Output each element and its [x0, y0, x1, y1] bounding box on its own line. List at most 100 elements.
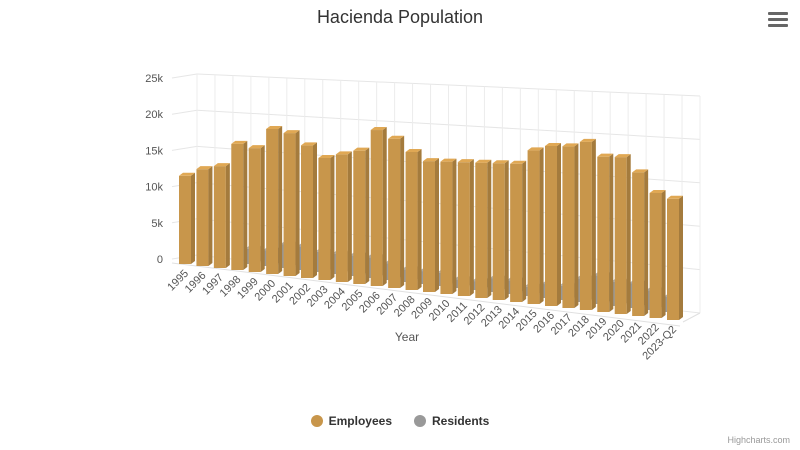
bar-employees-2019[interactable]: [597, 153, 614, 312]
y-axis-labels: 0 5k 10k 15k 20k 25k: [145, 73, 163, 266]
bar-employees-2015[interactable]: [527, 147, 544, 304]
legend-swatch-residents: [414, 415, 426, 427]
credits-link[interactable]: Highcharts.com: [727, 435, 790, 445]
bar-employees-2023-Q2[interactable]: [667, 195, 683, 320]
bar-employees-2009[interactable]: [423, 158, 439, 292]
bar-employees-1998[interactable]: [231, 140, 248, 270]
bar-side-face: [644, 169, 649, 316]
chart-title: Hacienda Population: [316, 7, 484, 27]
bar-side-face: [330, 154, 335, 280]
bar-top-face: [510, 160, 527, 164]
bar-front-face: [353, 150, 366, 284]
bar-employees-1995[interactable]: [179, 172, 195, 264]
bar-employees-2018[interactable]: [579, 138, 596, 310]
bars-layer: [179, 125, 683, 320]
bar-top-face: [179, 172, 195, 176]
bar-top-face: [579, 138, 596, 142]
bar-side-face: [435, 158, 439, 292]
bar-front-face: [405, 151, 418, 290]
bar-side-face: [487, 159, 492, 298]
bar-employees-2004[interactable]: [335, 151, 352, 282]
hamburger-menu-icon[interactable]: [768, 12, 788, 30]
bar-employees-2010[interactable]: [440, 158, 457, 294]
bar-side-face: [382, 127, 387, 286]
bar-front-face: [231, 143, 244, 270]
bar-employees-2020[interactable]: [614, 154, 631, 314]
bar-front-face: [423, 161, 435, 292]
bar-top-face: [597, 153, 614, 157]
bar-employees-2012[interactable]: [475, 159, 492, 298]
bar-top-face: [527, 147, 544, 151]
grid-line-side: [171, 73, 198, 79]
bar-front-face: [213, 166, 226, 268]
bar-front-face: [301, 145, 313, 278]
bar-employees-2021[interactable]: [632, 169, 649, 316]
bar-front-face: [179, 175, 191, 264]
legend: Employees Residents: [0, 414, 800, 428]
x-axis-title: Year: [395, 330, 419, 344]
bar-employees-2017[interactable]: [562, 143, 579, 308]
bar-top-face: [632, 169, 649, 173]
bar-front-face: [457, 162, 470, 296]
bar-front-face: [248, 148, 261, 272]
bar-top-face: [475, 159, 492, 163]
bar-top-face: [649, 189, 666, 193]
bar-front-face: [510, 163, 523, 302]
bar-side-face: [609, 153, 614, 312]
bar-top-face: [301, 142, 317, 146]
bar-front-face: [614, 157, 627, 314]
bar-employees-2001[interactable]: [283, 130, 300, 276]
bar-top-face: [440, 158, 457, 162]
bar-front-face: [579, 141, 592, 310]
y-tick-label: 10k: [145, 182, 163, 194]
bar-employees-1996[interactable]: [196, 166, 213, 266]
bar-front-face: [335, 154, 348, 282]
bar-top-face: [457, 159, 474, 163]
bar-side-face: [208, 166, 213, 266]
bar-employees-2007[interactable]: [388, 135, 405, 288]
bar-top-face: [667, 195, 683, 199]
bar-top-face: [388, 135, 405, 139]
bar-top-face: [231, 140, 248, 144]
bar-top-face: [562, 143, 579, 147]
bar-top-face: [614, 154, 631, 158]
bar-front-face: [492, 163, 505, 300]
bar-side-face: [295, 130, 300, 276]
bar-front-face: [266, 128, 279, 274]
bar-side-face: [452, 158, 457, 294]
y-tick-label: 5k: [151, 218, 163, 230]
bar-top-face: [335, 151, 352, 155]
bar-top-face: [405, 148, 422, 152]
bar-employees-2008[interactable]: [405, 148, 422, 290]
legend-item-employees[interactable]: Employees: [310, 414, 392, 428]
bar-top-face: [353, 147, 370, 151]
bar-front-face: [527, 150, 540, 304]
bar-employees-1997[interactable]: [213, 163, 230, 268]
bar-side-face: [191, 172, 195, 264]
legend-label-employees: Employees: [328, 414, 392, 428]
bar-top-face: [213, 163, 230, 167]
bar-employees-1999[interactable]: [248, 145, 265, 272]
bar-employees-2011[interactable]: [457, 159, 474, 296]
bar-employees-2003[interactable]: [318, 154, 335, 280]
bar-front-face: [440, 161, 453, 294]
legend-item-residents[interactable]: Residents: [414, 414, 489, 428]
bar-top-face: [266, 125, 283, 129]
bar-employees-2013[interactable]: [492, 160, 509, 300]
bar-top-face: [248, 145, 265, 149]
bar-employees-2006[interactable]: [370, 127, 387, 286]
bar-employees-2000[interactable]: [266, 125, 283, 274]
bar-front-face: [632, 172, 645, 316]
bar-employees-2016[interactable]: [545, 142, 561, 306]
y-tick-label: 20k: [145, 109, 163, 121]
grid-line-side: [171, 145, 198, 151]
bar-side-face: [225, 163, 230, 268]
bar-front-face: [196, 169, 209, 266]
bar-side-face: [574, 143, 579, 308]
bar-employees-2002[interactable]: [301, 142, 317, 278]
bar-employees-2014[interactable]: [510, 160, 527, 302]
bar-employees-2005[interactable]: [353, 147, 370, 284]
bar-employees-2022[interactable]: [649, 189, 666, 318]
bar-front-face: [370, 130, 383, 286]
floor-side-edge: [682, 312, 701, 323]
